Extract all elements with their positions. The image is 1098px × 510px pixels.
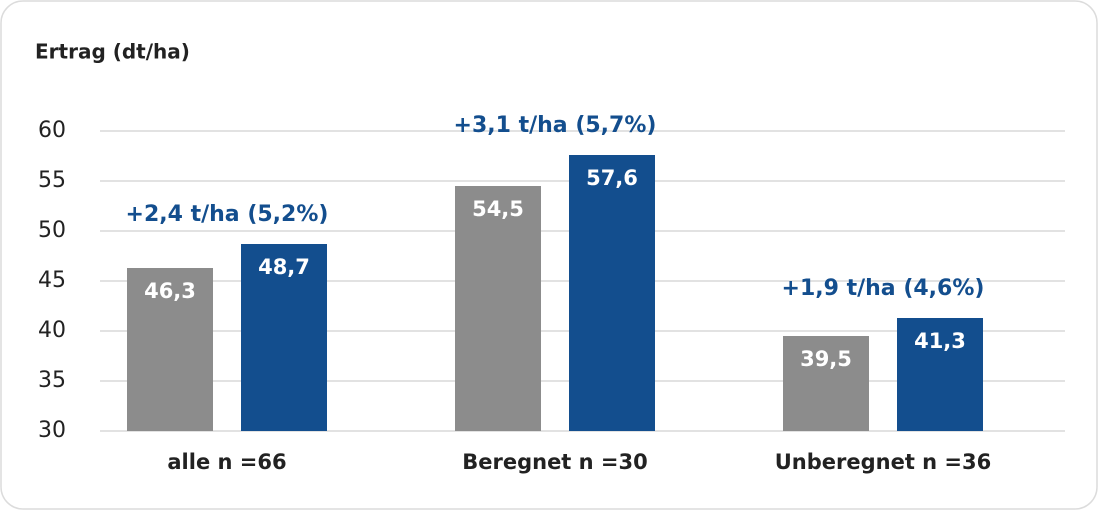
y-tick-label: 35 <box>38 368 66 393</box>
x-tick-label: alle n =66 <box>167 450 286 474</box>
bar <box>455 186 541 431</box>
bar <box>127 268 213 431</box>
y-tick-label: 45 <box>38 268 66 293</box>
x-tick-label: Beregnet n =30 <box>462 450 648 474</box>
y-axis-label: Ertrag (dt/ha) <box>35 40 190 64</box>
annotation: +1,9 t/ha (4,6%) <box>782 276 985 301</box>
value-label: 41,3 <box>914 329 966 353</box>
bar <box>569 155 655 431</box>
y-tick-label: 55 <box>38 168 66 193</box>
x-tick-label: Unberegnet n =36 <box>775 450 992 474</box>
y-tick-label: 50 <box>38 218 66 243</box>
value-label: 48,7 <box>258 255 310 279</box>
y-tick-label: 30 <box>38 418 66 443</box>
y-tick-label: 40 <box>38 318 66 343</box>
bar <box>241 244 327 431</box>
y-tick-label: 60 <box>38 118 66 143</box>
value-label: 54,5 <box>472 197 524 221</box>
annotation: +2,4 t/ha (5,2%) <box>126 202 329 227</box>
bar <box>897 318 983 431</box>
value-label: 57,6 <box>586 166 638 190</box>
bar <box>783 336 869 431</box>
annotation: +3,1 t/ha (5,7%) <box>454 113 657 138</box>
value-label: 46,3 <box>144 279 196 303</box>
value-label: 39,5 <box>800 347 852 371</box>
